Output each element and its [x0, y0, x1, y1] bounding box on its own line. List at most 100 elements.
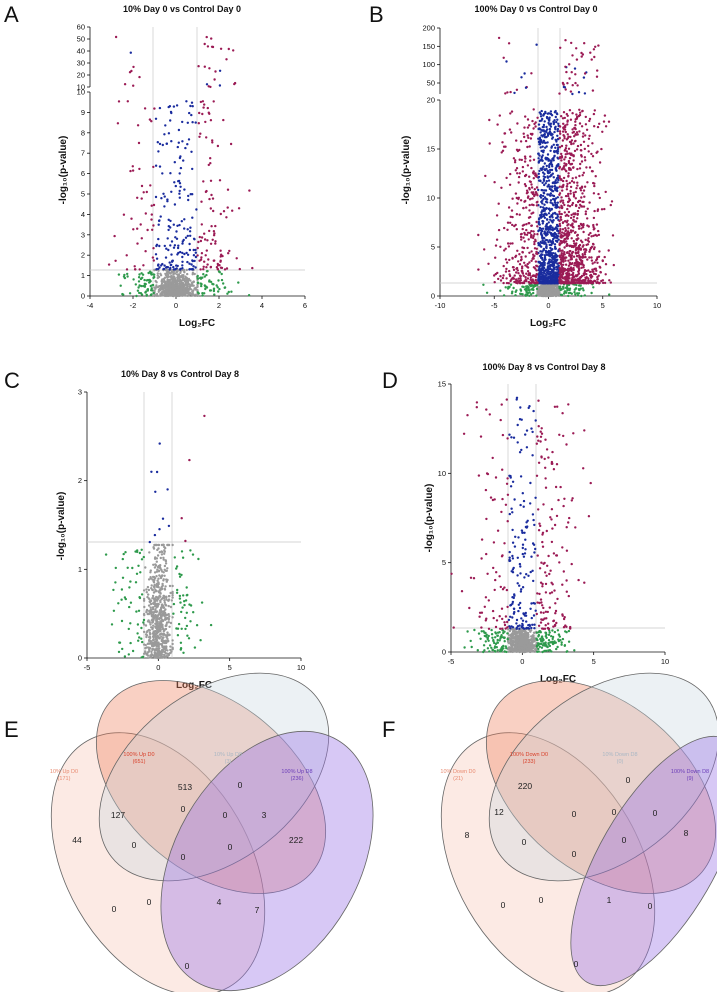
data-point [191, 216, 194, 219]
data-point [571, 262, 574, 265]
data-point [522, 285, 525, 289]
data-point [131, 169, 135, 172]
data-point [525, 206, 528, 209]
plot-a-xtick-label: 0 [174, 301, 178, 310]
data-point [513, 274, 516, 277]
data-point [185, 100, 188, 103]
data-point [165, 268, 169, 272]
data-point [554, 125, 557, 128]
plot-b-ylabel: -log₁₀(p-value) [401, 136, 412, 205]
data-point [577, 224, 581, 228]
data-point [178, 192, 181, 195]
data-point [201, 294, 204, 297]
data-point [507, 42, 511, 45]
data-point [571, 131, 574, 134]
plot-a-ytick-label: 1 [81, 271, 85, 280]
data-point [560, 259, 563, 262]
data-point [521, 165, 525, 169]
data-point [604, 125, 608, 128]
data-point [539, 112, 542, 116]
data-point [225, 216, 228, 219]
data-point [569, 229, 573, 232]
data-point [171, 287, 174, 291]
data-point [583, 270, 586, 274]
data-point [528, 222, 531, 225]
data-point [205, 249, 208, 252]
data-point [503, 132, 506, 135]
data-point [222, 282, 225, 285]
data-point [556, 134, 559, 137]
data-point [510, 292, 514, 295]
data-point [539, 245, 542, 248]
data-point [551, 185, 554, 189]
data-point [544, 225, 547, 228]
data-point [580, 294, 583, 298]
data-point [227, 47, 230, 51]
data-point [540, 250, 544, 253]
data-point [552, 203, 555, 206]
data-point [528, 180, 532, 183]
data-point [589, 273, 593, 277]
data-point [543, 196, 547, 199]
data-point [523, 240, 526, 243]
data-point [571, 201, 575, 205]
data-point [188, 230, 192, 233]
data-point [564, 130, 567, 134]
data-point [204, 120, 207, 124]
data-point [598, 122, 601, 126]
data-point [510, 209, 514, 212]
data-point [574, 243, 577, 247]
data-point [562, 252, 566, 256]
data-point [533, 188, 536, 191]
data-point [511, 257, 514, 260]
data-point [194, 255, 198, 259]
data-point [576, 292, 579, 295]
data-point [556, 143, 559, 147]
data-point [562, 263, 565, 266]
data-point [574, 120, 577, 123]
data-point [579, 247, 583, 250]
data-point [552, 176, 555, 179]
data-point [501, 141, 504, 144]
data-point [577, 284, 581, 287]
data-point [563, 158, 566, 161]
data-point [526, 145, 529, 149]
data-point [588, 281, 592, 284]
data-point [542, 151, 545, 154]
volcano-plot-b: 100% Day 0 vs Control Day 0 -10 -5 0 5 10051… [401, 4, 661, 329]
data-point [512, 157, 516, 160]
data-point [544, 241, 547, 245]
data-point [570, 71, 573, 74]
data-point [583, 42, 586, 45]
data-point [531, 197, 534, 200]
data-point [216, 286, 219, 289]
data-point [155, 575, 158, 578]
data-point [560, 293, 564, 297]
data-point [553, 185, 556, 188]
data-point [570, 281, 573, 285]
data-point [575, 254, 579, 258]
data-point [146, 289, 149, 292]
data-point [537, 175, 541, 179]
plot-a-points [107, 35, 254, 298]
data-point [551, 289, 554, 292]
data-point [196, 254, 199, 257]
data-point [194, 121, 197, 124]
data-point [576, 167, 579, 171]
data-point [238, 267, 241, 271]
data-point [579, 143, 583, 147]
data-point [552, 143, 555, 146]
data-point [194, 286, 197, 290]
data-point [567, 273, 571, 276]
data-point [204, 254, 207, 257]
data-point [592, 48, 596, 51]
data-point [547, 212, 551, 215]
data-point [144, 212, 147, 215]
data-point [525, 272, 528, 275]
data-point [156, 554, 160, 557]
data-point [107, 263, 111, 266]
data-point [512, 266, 515, 269]
data-point [543, 172, 546, 176]
data-point [535, 186, 539, 189]
data-point [554, 247, 557, 250]
